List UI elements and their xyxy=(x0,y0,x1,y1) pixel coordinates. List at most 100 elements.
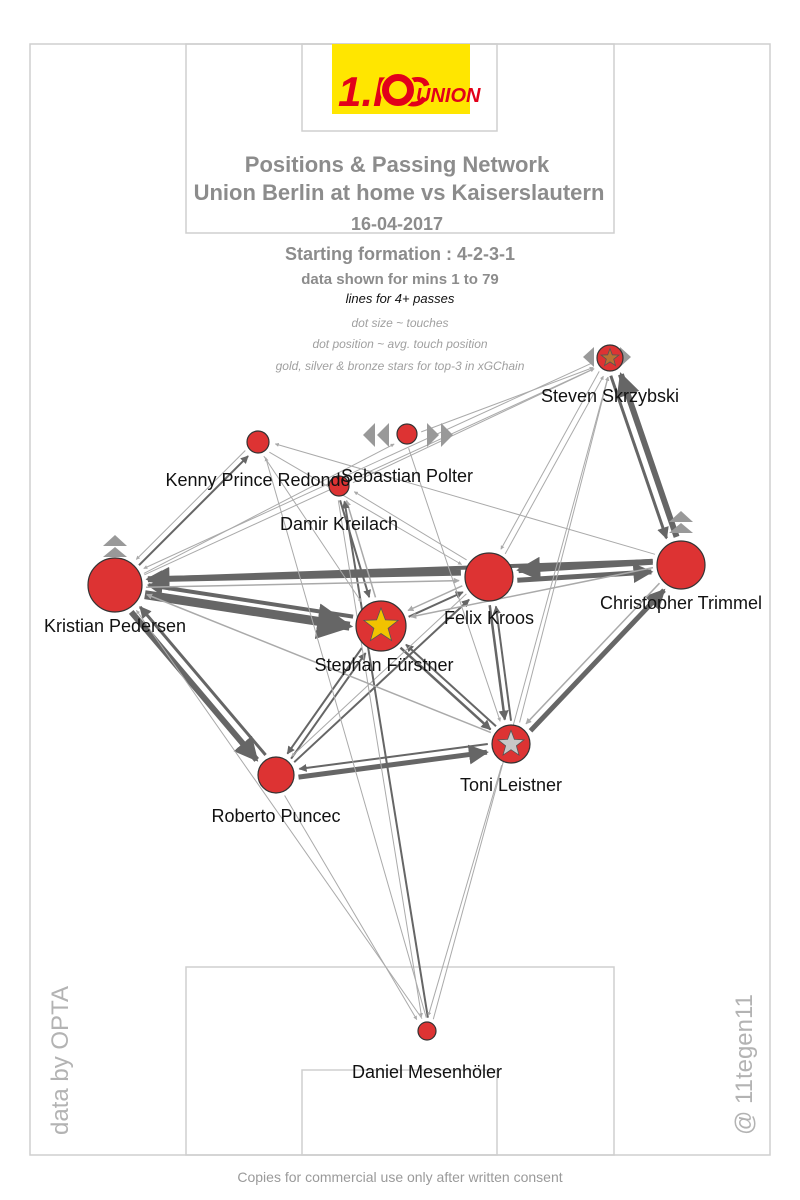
player-polter: Sebastian Polter xyxy=(341,423,473,486)
pass-line-leistner-to-skrzybski xyxy=(519,376,610,723)
pass-line-kroos-to-trimmel xyxy=(517,563,654,583)
pass-line-leistner-to-pedersen xyxy=(146,593,492,734)
lines-note: lines for 4+ passes xyxy=(346,291,455,306)
players: Daniel Mesenhöler Kristian Pedersen Robert… xyxy=(44,344,762,1082)
pass-line-puncec-to-leistner xyxy=(298,744,489,780)
pedersen-up-marker-2-icon xyxy=(103,547,127,557)
pass-line-leistner-to-puncec xyxy=(298,743,488,772)
player-dot xyxy=(257,756,295,794)
pass-line-pedersen-to-polter xyxy=(143,443,395,574)
pass-lines xyxy=(128,361,680,1020)
pass-line-furstner-to-leistner xyxy=(399,646,492,731)
pass-line-kroos-to-skrzybski xyxy=(504,375,604,555)
bronze-star-icon xyxy=(600,347,620,367)
player-label: Kristian Pedersen xyxy=(44,616,186,636)
silver-star-icon xyxy=(496,729,526,757)
title-line-2: Union Berlin at home vs Kaiserslautern xyxy=(194,180,605,205)
player-furstner: Stephan Fürstner xyxy=(314,600,454,675)
pass-line-prince-to-pedersen xyxy=(135,450,246,560)
player-pedersen: Kristian Pedersen xyxy=(44,557,186,636)
polter-right-marker-2-icon xyxy=(441,423,453,447)
legend-dot-position: dot position ~ avg. touch position xyxy=(312,337,487,351)
polter-right-marker-icon xyxy=(427,423,439,447)
title-line-1: Positions & Passing Network xyxy=(245,152,550,177)
player-kroos: Felix Kroos xyxy=(444,552,534,628)
pass-line-pedersen-to-furstner xyxy=(144,590,354,640)
pass-line-kroos-to-kreilach xyxy=(353,491,467,561)
pass-line-polter-to-skrzybski xyxy=(421,366,594,433)
legend-dot-size: dot size ~ touches xyxy=(351,316,448,330)
player-dot xyxy=(464,552,514,602)
data-source-label: data by OPTA xyxy=(47,986,74,1135)
player-label: Stephan Fürstner xyxy=(314,655,453,675)
logo-emblem-inner-icon xyxy=(389,81,407,99)
bottom-penalty-box xyxy=(185,966,615,1156)
legend-stars: gold, silver & bronze stars for top-3 in… xyxy=(276,359,525,373)
pass-line-mesenholer-to-kreilach xyxy=(341,500,429,1018)
pass-line-kroos-to-leistner xyxy=(488,605,509,721)
player-prince: Kenny Prince Redondo xyxy=(165,430,351,490)
pass-line-pedersen-to-kroos xyxy=(146,577,460,589)
pass-line-furstner-to-pedersen xyxy=(146,579,354,619)
pass-line-pedersen-to-puncec xyxy=(128,609,259,762)
player-dot xyxy=(656,540,706,590)
player-dot xyxy=(246,430,270,454)
pass-line-trimmel-to-kroos xyxy=(516,556,653,581)
trimmel-up-marker-icon xyxy=(669,511,693,522)
formation-text: Starting formation : 4-2-3-1 xyxy=(285,244,515,264)
player-skrzybski: Steven Skrzybski xyxy=(541,344,679,406)
player-dot xyxy=(396,423,418,445)
pass-line-trimmel-to-skrzybski xyxy=(616,372,680,538)
pass-line-leistner-to-furstner xyxy=(405,643,497,728)
pass-line-prince-to-kroos xyxy=(269,451,462,565)
player-label: Sebastian Polter xyxy=(341,466,473,486)
match-date: 16-04-2017 xyxy=(351,214,443,234)
logo-text-right: UNION xyxy=(416,85,481,107)
pass-line-furstner-to-kroos xyxy=(408,591,464,618)
player-label: Kenny Prince Redondo xyxy=(165,470,350,490)
pass-line-puncec-to-pedersen xyxy=(138,605,267,756)
polter-left-marker-2-icon xyxy=(377,423,389,447)
pass-line-kreilach-to-mesenholer xyxy=(337,500,424,1018)
pass-line-skrzybski-to-trimmel xyxy=(609,375,669,540)
player-dot xyxy=(328,475,350,497)
pass-line-skrzybski-to-kroos xyxy=(500,371,600,550)
pass-line-leistner-to-mesenholer xyxy=(427,765,503,1017)
player-label: Christopher Trimmel xyxy=(600,593,762,613)
pass-line-skrzybski-to-pedersen xyxy=(143,361,594,569)
pass-line-kreilach-to-furstner xyxy=(339,500,371,598)
player-label: Toni Leistner xyxy=(460,775,562,795)
player-label: Daniel Mesenhöler xyxy=(352,1062,502,1082)
polter-left-marker-icon xyxy=(363,423,375,447)
player-label: Damir Kreilach xyxy=(280,514,398,534)
player-leistner: Toni Leistner xyxy=(460,724,562,795)
pass-line-mesenholer-to-pedersen xyxy=(135,609,423,1019)
pass-line-prince-to-furstner xyxy=(263,455,362,603)
player-label: Roberto Puncec xyxy=(211,806,340,826)
role-markers xyxy=(103,347,693,557)
pass-line-leistner-to-kroos xyxy=(492,605,512,721)
pass-line-puncec-to-kroos xyxy=(293,598,470,763)
player-mesenholer: Daniel Mesenhöler xyxy=(352,1021,502,1082)
player-puncec: Roberto Puncec xyxy=(211,756,341,826)
club-logo: 1.FC UNION xyxy=(332,44,481,115)
trimmel-up-marker-2-icon xyxy=(669,523,693,533)
copyright-footer: Copies for commercial use only after wri… xyxy=(237,1169,562,1185)
pass-line-furstner-to-puncec xyxy=(286,647,363,755)
pass-line-polter-to-leistner xyxy=(408,448,501,722)
pass-line-trimmel-to-prince xyxy=(274,442,656,555)
pass-line-mesenholer-to-prince xyxy=(264,457,427,1018)
player-kreilach: Damir Kreilach xyxy=(280,475,398,534)
pass-line-mesenholer-to-skrzybski xyxy=(432,376,609,1020)
player-dot xyxy=(417,1021,437,1041)
gold-star-icon xyxy=(362,606,400,642)
author-handle-label: @ 11tegen11 xyxy=(731,994,758,1135)
pass-line-furstner-to-kreilach xyxy=(345,499,377,598)
pass-line-pedersen-to-prince xyxy=(138,455,249,566)
player-label: Felix Kroos xyxy=(444,608,534,628)
pass-line-trimmel-to-leistner xyxy=(525,582,661,725)
pass-line-puncec-to-mesenholer xyxy=(284,795,418,1020)
skrzybski-left-marker-icon xyxy=(583,347,594,367)
pass-line-kroos-to-furstner xyxy=(407,585,463,612)
